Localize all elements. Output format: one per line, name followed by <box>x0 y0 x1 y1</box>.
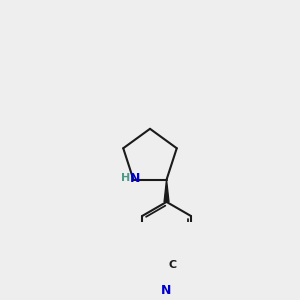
Text: N: N <box>161 284 172 297</box>
Text: N: N <box>130 172 140 185</box>
Polygon shape <box>164 180 169 202</box>
Text: C: C <box>168 260 176 270</box>
Text: H: H <box>122 173 131 183</box>
